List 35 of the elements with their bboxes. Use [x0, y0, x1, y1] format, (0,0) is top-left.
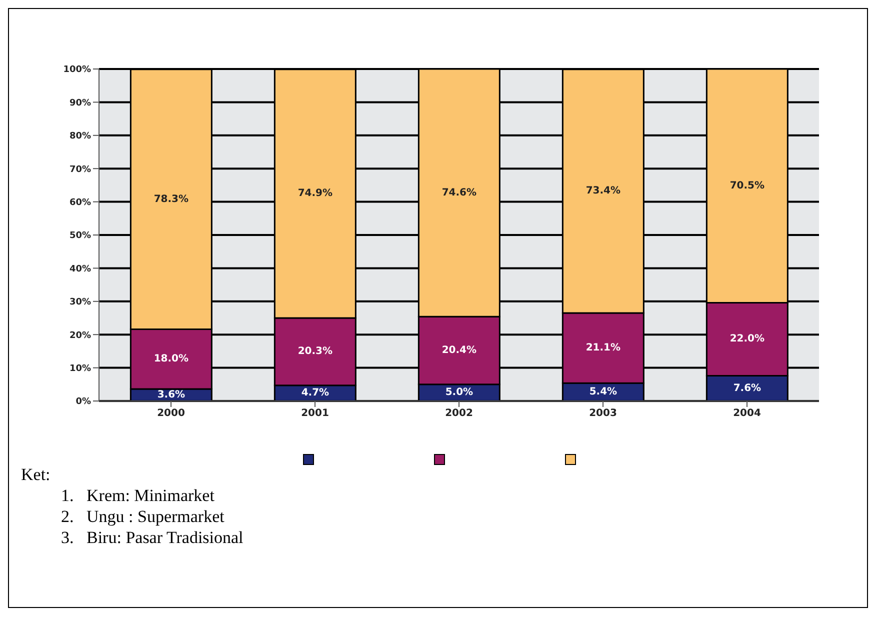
data-label: 78.3% [154, 194, 189, 205]
y-tick-label: 90% [69, 98, 91, 108]
text: 3. Biru: Pasar Tradisional [60, 527, 244, 548]
y-tick-label: 30% [69, 298, 91, 308]
data-label: 74.6% [442, 187, 477, 198]
y-tick-label: 50% [69, 231, 91, 242]
data-label: 21.1% [586, 342, 621, 354]
data-label: 20.3% [298, 346, 333, 358]
data-label: 4.7% [301, 388, 330, 399]
text: 1. Krem: Minimarket [60, 485, 216, 506]
x-tick-label: 2000 [157, 408, 185, 420]
y-tick-label: 70% [69, 164, 91, 175]
data-label: 3.6% [157, 390, 186, 401]
y-tick-label: 40% [69, 264, 91, 274]
data-label: 74.9% [298, 188, 333, 200]
data-label: 5.0% [445, 387, 474, 398]
y-tick-label: 0% [76, 397, 91, 408]
data-label: 7.6% [733, 382, 762, 394]
x-tick-label: 2002 [445, 408, 473, 420]
y-tick-label: 80% [69, 132, 91, 142]
data-label: 18.0% [154, 354, 189, 365]
x-tick-label: 2004 [733, 408, 761, 420]
y-tick-label: 20% [69, 330, 91, 341]
text: Ket: [21, 464, 52, 485]
x-tick-label: 2003 [589, 408, 617, 420]
y-tick-label: 10% [69, 364, 91, 374]
data-label: 20.4% [442, 345, 477, 356]
data-label: 70.5% [730, 180, 765, 192]
data-label: 5.4% [589, 386, 618, 398]
data-label: 73.4% [586, 186, 621, 197]
x-tick-label: 2001 [301, 408, 329, 420]
y-tick-label: 100% [63, 65, 91, 76]
data-label: 22.0% [730, 334, 765, 345]
y-tick-label: 60% [69, 198, 91, 208]
text: 2. Ungu : Supermarket [60, 506, 226, 527]
